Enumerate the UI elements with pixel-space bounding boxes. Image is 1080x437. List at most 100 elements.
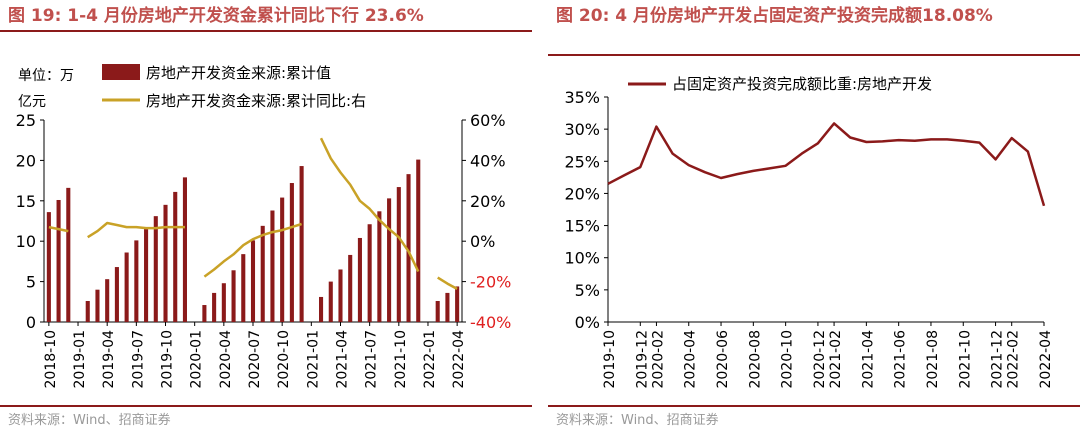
x-tick-label: 2020-10: [780, 330, 796, 389]
bar-mark: [114, 267, 119, 322]
x-tick-label: 2021-04: [860, 330, 876, 389]
right-source-rule: [548, 405, 1080, 407]
bar-mark: [134, 240, 139, 322]
bar-mark: [250, 240, 256, 322]
x-tick-label: 2022-01: [422, 330, 438, 389]
right-y-tick-label: -20%: [470, 273, 511, 292]
x-tick-label: 2020-02: [650, 330, 666, 389]
bar-mark: [66, 187, 71, 322]
x-tick-label: 2020-04: [683, 330, 699, 389]
x-tick-label: 2021-10: [957, 330, 973, 389]
left-source-note: 资料来源：Wind、招商证券: [8, 413, 171, 428]
x-tick-label: 2020-01: [189, 330, 205, 389]
bar-mark: [95, 289, 100, 322]
bar-mark: [202, 305, 207, 322]
yoy-line: [48, 137, 458, 290]
bar-mark: [56, 199, 61, 322]
right-title-rule: [548, 54, 1080, 56]
x-tick-label: 2019-01: [72, 330, 88, 389]
y-tick-label: 5%: [575, 281, 600, 300]
bar-mark: [231, 270, 236, 322]
bar-mark: [105, 279, 110, 322]
x-tick-label: 2019-12: [634, 330, 650, 389]
right-chart: 占固定资产投资完成额比重:房地产开发 0% 5% 10% 15% 20% 25% 30% 35%…: [564, 75, 1054, 389]
y-tick-label: 35%: [564, 88, 600, 107]
x-tick-label: 2021-10: [393, 330, 409, 389]
bar-mark: [270, 210, 275, 322]
bar-mark: [387, 198, 392, 322]
legend-bar-swatch: [102, 64, 140, 80]
x-tick-label: 2020-12: [812, 330, 828, 389]
left-y-tick-label: 10: [16, 232, 36, 251]
x-tick-label: 2020-07: [247, 330, 263, 389]
bar-mark: [46, 212, 51, 322]
legend-line-label: 占固定资产投资完成额比重:房地产开发: [672, 75, 932, 93]
x-tick-label: 2020-08: [747, 330, 763, 389]
bar-mark: [406, 174, 411, 322]
x-tick-label: 2022-04: [1038, 330, 1054, 389]
unit-label: 亿元: [18, 94, 46, 110]
y-tick-label: 15%: [564, 217, 600, 236]
left-panel: 图 19: 1-4 月份房地产开发资金累计同比下行 23.6% 单位：万亿元 房地…: [0, 0, 532, 437]
left-title-rule: [0, 30, 532, 32]
bar-mark: [299, 166, 304, 322]
bar-mark: [260, 225, 265, 322]
x-tick-label: 2021-07: [364, 330, 380, 389]
bar-mark: [221, 283, 226, 322]
bar-mark: [357, 237, 362, 322]
bar-mark: [153, 216, 158, 322]
right-y-tick-label: 60%: [470, 111, 506, 130]
right-source-note: 资料来源：Wind、招商证券: [556, 413, 719, 428]
bar-mark: [377, 211, 382, 322]
bar-mark: [435, 300, 440, 322]
bar-mark: [348, 254, 353, 322]
left-source-rule: [0, 405, 532, 407]
x-tick-label: 2019-10: [602, 330, 618, 389]
left-y-tick-label: 0: [26, 313, 36, 332]
x-tick-label: 2022-04: [451, 330, 467, 389]
bar-mark: [416, 159, 421, 322]
unit-label: 单位：万: [18, 68, 74, 84]
share-line: [607, 122, 1046, 207]
bar-mark: [289, 183, 294, 322]
right-panel: 图 20: 4 月份房地产开发占固定资产投资完成额18.08% 占固定资产投资完…: [548, 0, 1080, 437]
right-y-tick-label: -40%: [470, 313, 511, 332]
bar-mark: [396, 187, 401, 322]
x-tick-label: 2021-08: [925, 330, 941, 389]
bar-mark: [280, 197, 285, 322]
x-tick-label: 2021-04: [334, 330, 350, 389]
left-y-tick-label: 20: [16, 151, 36, 170]
bar-mark: [173, 191, 178, 322]
y-tick-label: 25%: [564, 152, 600, 171]
x-tick-label: 2021-02: [828, 330, 844, 389]
x-tick-label: 2021-06: [893, 330, 909, 389]
left-y-tick-label: 15: [16, 192, 36, 211]
x-tick-label: 2021-12: [990, 330, 1006, 389]
x-tick-label: 2022-02: [1006, 330, 1022, 389]
y-tick-label: 30%: [564, 120, 600, 139]
right-y-tick-label: 0%: [470, 232, 495, 251]
bar-mark: [212, 292, 217, 322]
right-y-tick-label: 40%: [470, 151, 506, 170]
right-y-tick-label: 20%: [470, 192, 506, 211]
x-tick-label: 2019-10: [160, 330, 176, 389]
right-figure-title: 图 20: 4 月份房地产开发占固定资产投资完成额18.08%: [556, 6, 993, 26]
y-tick-label: 20%: [564, 184, 600, 203]
left-figure-title: 图 19: 1-4 月份房地产开发资金累计同比下行 23.6%: [8, 6, 424, 26]
x-tick-label: 2020-04: [218, 330, 234, 389]
bar-mark: [328, 281, 333, 322]
bar-mark: [124, 252, 129, 322]
bar-mark: [241, 254, 246, 322]
x-tick-label: 2019-07: [130, 330, 146, 389]
y-tick-label: 10%: [564, 249, 600, 268]
bar-mark: [85, 300, 90, 322]
bar-mark: [319, 296, 324, 322]
bar-mark: [144, 229, 149, 322]
x-tick-label: 2018-10: [43, 330, 59, 389]
x-tick-label: 2020-06: [715, 330, 731, 389]
legend-line-label: 房地产开发资金来源:累计同比:右: [146, 92, 366, 110]
bar-mark: [338, 269, 343, 322]
bar-mark: [367, 224, 372, 322]
bar-mark: [182, 177, 187, 322]
